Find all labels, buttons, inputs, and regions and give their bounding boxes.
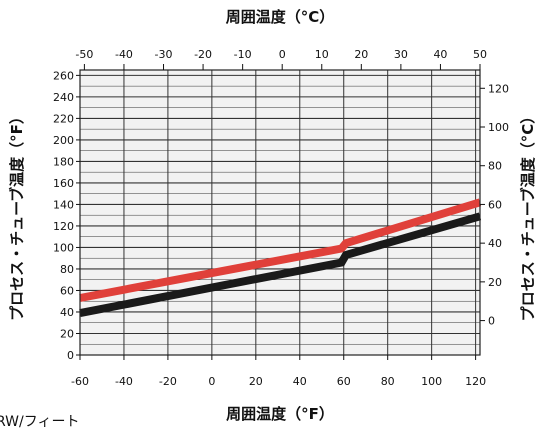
left-tick-label: 20 <box>60 327 74 340</box>
top-tick-label: 50 <box>473 48 487 61</box>
bottom-tick-label: 40 <box>293 375 307 388</box>
left-tick-label: 100 <box>53 241 74 254</box>
bottom-tick-label: 20 <box>249 375 263 388</box>
left-tick-label: 40 <box>60 306 74 319</box>
right-tick-label: 20 <box>488 276 502 289</box>
bottom-tick-label: 120 <box>465 375 486 388</box>
plot-frame <box>79 69 481 356</box>
right-tick-label: 100 <box>488 121 509 134</box>
left-axis-title: プロセス・チューブ温度（°F） <box>8 109 26 321</box>
top-tick-label: 20 <box>354 48 368 61</box>
bottom-tick-label: -20 <box>159 375 177 388</box>
series-layer <box>79 198 482 318</box>
series-line-1 <box>79 198 482 302</box>
right-tick-label: 120 <box>488 82 509 95</box>
bottom-tick-label: 100 <box>421 375 442 388</box>
bottom-tick-label: 80 <box>381 375 395 388</box>
top-tick-label: -10 <box>234 48 252 61</box>
right-tick-label: 40 <box>488 237 502 250</box>
left-tick-label: 140 <box>53 198 74 211</box>
bottom-tick-label: 60 <box>337 375 351 388</box>
left-tick-label: 180 <box>53 155 74 168</box>
right-tick-label: 80 <box>488 160 502 173</box>
bottom-tick-label: 0 <box>208 375 215 388</box>
top-tick-label: -30 <box>155 48 173 61</box>
top-axis-title: 周囲温度（°C） <box>226 8 335 26</box>
left-tick-label: 220 <box>53 112 74 125</box>
bottom-tick-label: -40 <box>115 375 133 388</box>
footnote: RW/フィート <box>0 414 79 430</box>
top-tick-label: 10 <box>315 48 329 61</box>
bottom-axis-title: 周囲温度（°F） <box>226 405 334 423</box>
tick-layer: -60 -40 -20 0 20 40 60 80 100 120-50 -40 -30 -20 -10 0… <box>53 48 509 388</box>
top-tick-label: 40 <box>433 48 447 61</box>
left-tick-label: 120 <box>53 220 74 233</box>
right-tick-label: 0 <box>488 315 495 328</box>
plot-background <box>80 70 480 355</box>
top-tick-label: -50 <box>75 48 93 61</box>
left-tick-label: 240 <box>53 91 74 104</box>
left-tick-label: 80 <box>60 263 74 276</box>
bottom-tick-label: -60 <box>71 375 89 388</box>
left-tick-label: 0 <box>67 349 74 362</box>
left-tick-label: 60 <box>60 284 74 297</box>
series-line-2 <box>79 212 482 318</box>
left-tick-label: 260 <box>53 69 74 82</box>
left-tick-label: 200 <box>53 134 74 147</box>
top-tick-label: 30 <box>394 48 408 61</box>
top-tick-label: -20 <box>194 48 212 61</box>
right-tick-label: 60 <box>488 198 502 211</box>
left-tick-label: 160 <box>53 177 74 190</box>
right-axis-title: プロセス・チューブ温度（°C） <box>519 109 537 322</box>
top-tick-label: 0 <box>279 48 286 61</box>
top-tick-label: -40 <box>115 48 133 61</box>
